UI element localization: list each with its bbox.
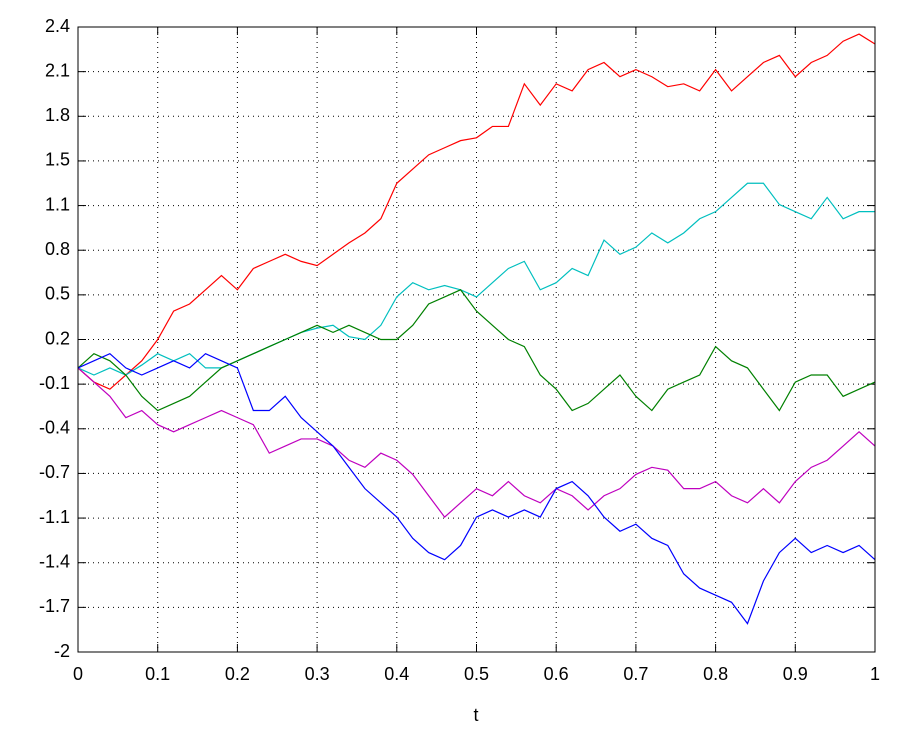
- y-tick-label: -1.7: [39, 596, 70, 616]
- plot-frame: [77, 26, 876, 653]
- series-line: [77, 367, 876, 518]
- series-line: [77, 352, 876, 625]
- x-tick-label: 0.5: [464, 664, 489, 684]
- x-tick-label: 0.6: [544, 664, 569, 684]
- y-tick-label: -0.1: [39, 373, 70, 393]
- series-line: [77, 182, 875, 376]
- y-tick-label: 2.1: [45, 60, 70, 80]
- x-tick-label: 0.3: [305, 664, 330, 684]
- y-tick-label: -0.4: [39, 418, 70, 438]
- y-tick-label: 2.4: [45, 16, 70, 36]
- x-axis-label: t: [473, 705, 478, 725]
- series-line: [77, 33, 876, 390]
- y-tick-label: -2: [54, 641, 70, 661]
- y-tick-label: 1.8: [45, 105, 70, 125]
- x-tick-label: 0.8: [703, 664, 728, 684]
- series-line: [77, 289, 876, 412]
- y-tick-label: 1.5: [45, 150, 70, 170]
- x-tick-label: 0.7: [623, 664, 648, 684]
- x-tick-label: 1: [870, 664, 880, 684]
- x-tick-label: 0.4: [384, 664, 409, 684]
- y-tick-label: 1.1: [45, 194, 70, 214]
- y-tick-label: -0.7: [39, 462, 70, 482]
- y-tick-label: 0.8: [45, 239, 70, 259]
- x-tick-label: 0.2: [225, 664, 250, 684]
- y-tick-label: 0.2: [45, 328, 70, 348]
- x-tick-label: 0.1: [145, 664, 170, 684]
- x-tick-label: 0.9: [783, 664, 808, 684]
- y-tick-label: -1.1: [39, 507, 70, 527]
- x-tick-label: 0: [73, 664, 83, 684]
- y-tick-label: -1.4: [39, 551, 70, 571]
- y-tick-label: 0.5: [45, 284, 70, 304]
